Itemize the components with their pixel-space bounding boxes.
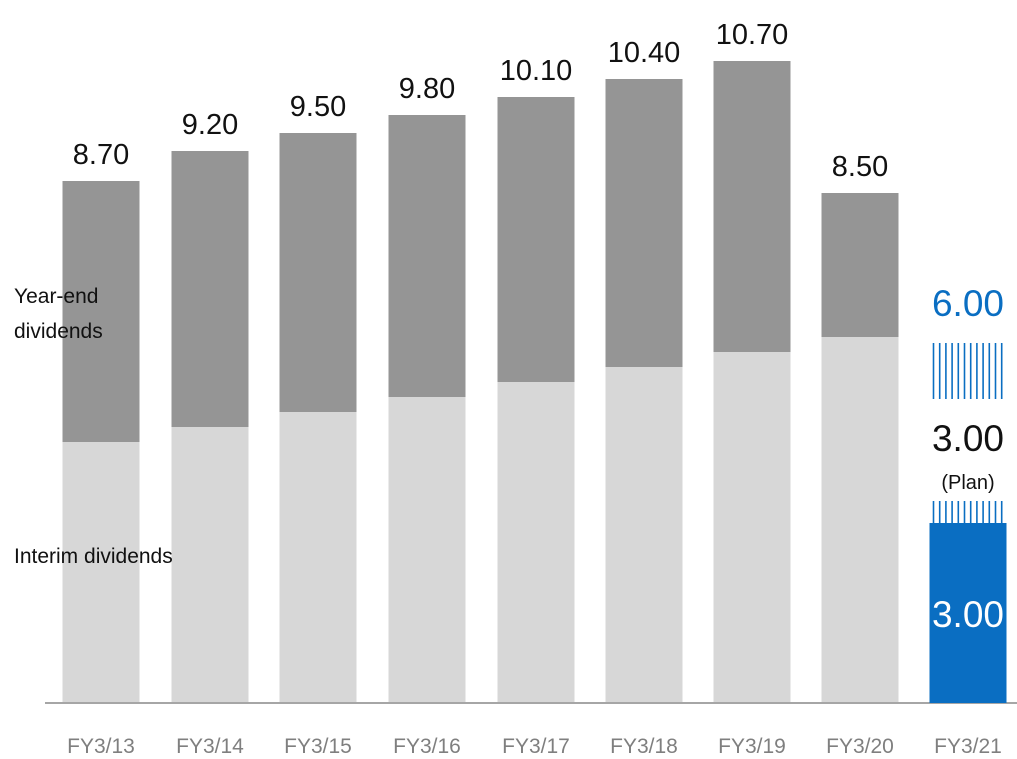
plan-year-end-value: 3.00 — [932, 418, 1004, 459]
plan-interim-value: 3.00 — [932, 594, 1004, 635]
bar-interim-FY3/14 — [171, 427, 249, 703]
bar-interim-FY3/13 — [62, 442, 140, 703]
plan-note: (Plan) — [941, 472, 994, 494]
bar-year-end-FY3/20 — [821, 193, 899, 337]
total-label-FY3/14: 9.20 — [182, 109, 238, 141]
plan-bar-group: 3.00 3.00 (Plan) 6.00 — [929, 283, 1007, 703]
total-labels-layer: 8.70 9.20 9.50 9.80 10.10 10.40 10.70 8.50 — [73, 19, 888, 183]
bar-year-end-FY3/18 — [605, 79, 683, 367]
bar-interim-FY3/17 — [497, 382, 575, 703]
category-label: FY3/16 — [393, 735, 461, 758]
bar-interim-FY3/15 — [279, 412, 357, 703]
plan-stripes-upper — [932, 343, 1003, 399]
plan-total-value: 6.00 — [932, 283, 1004, 324]
bar-interim-FY3/18 — [605, 367, 683, 703]
bar-interim-FY3/19 — [713, 352, 791, 703]
year-end-label-line2: dividends — [14, 320, 103, 343]
total-label-FY3/16: 9.80 — [399, 73, 455, 105]
category-label: FY3/20 — [826, 735, 894, 758]
bar-interim-FY3/20 — [821, 337, 899, 703]
bar-year-end-FY3/17 — [497, 97, 575, 382]
bar-year-end-FY3/13 — [62, 181, 140, 442]
category-label: FY3/14 — [176, 735, 244, 758]
interim-label: Interim dividends — [14, 545, 173, 568]
plan-stripes-lower — [932, 501, 1003, 524]
category-label: FY3/15 — [284, 735, 352, 758]
category-label: FY3/19 — [718, 735, 786, 758]
total-label-FY3/20: 8.50 — [832, 151, 888, 183]
total-label-FY3/13: 8.70 — [73, 139, 129, 171]
category-labels-layer: FY3/13 FY3/14 FY3/15 FY3/16 FY3/17 FY3/18 FY3/… — [67, 735, 1002, 758]
category-label: FY3/18 — [610, 735, 678, 758]
total-label-FY3/15: 9.50 — [290, 91, 346, 123]
category-label: FY3/17 — [502, 735, 570, 758]
bar-year-end-FY3/19 — [713, 61, 791, 352]
total-label-FY3/18: 10.40 — [608, 37, 681, 69]
bar-interim-FY3/16 — [388, 397, 466, 703]
bar-year-end-FY3/16 — [388, 115, 466, 397]
year-end-label-line1: Year-end — [14, 285, 98, 308]
bars-layer — [62, 61, 899, 703]
bar-year-end-FY3/14 — [171, 151, 249, 427]
plan-interim-bar — [929, 523, 1007, 703]
category-label: FY3/13 — [67, 735, 135, 758]
category-label: FY3/21 — [934, 735, 1002, 758]
bar-year-end-FY3/15 — [279, 133, 357, 412]
total-label-FY3/17: 10.10 — [500, 55, 573, 87]
total-label-FY3/19: 10.70 — [716, 19, 789, 51]
